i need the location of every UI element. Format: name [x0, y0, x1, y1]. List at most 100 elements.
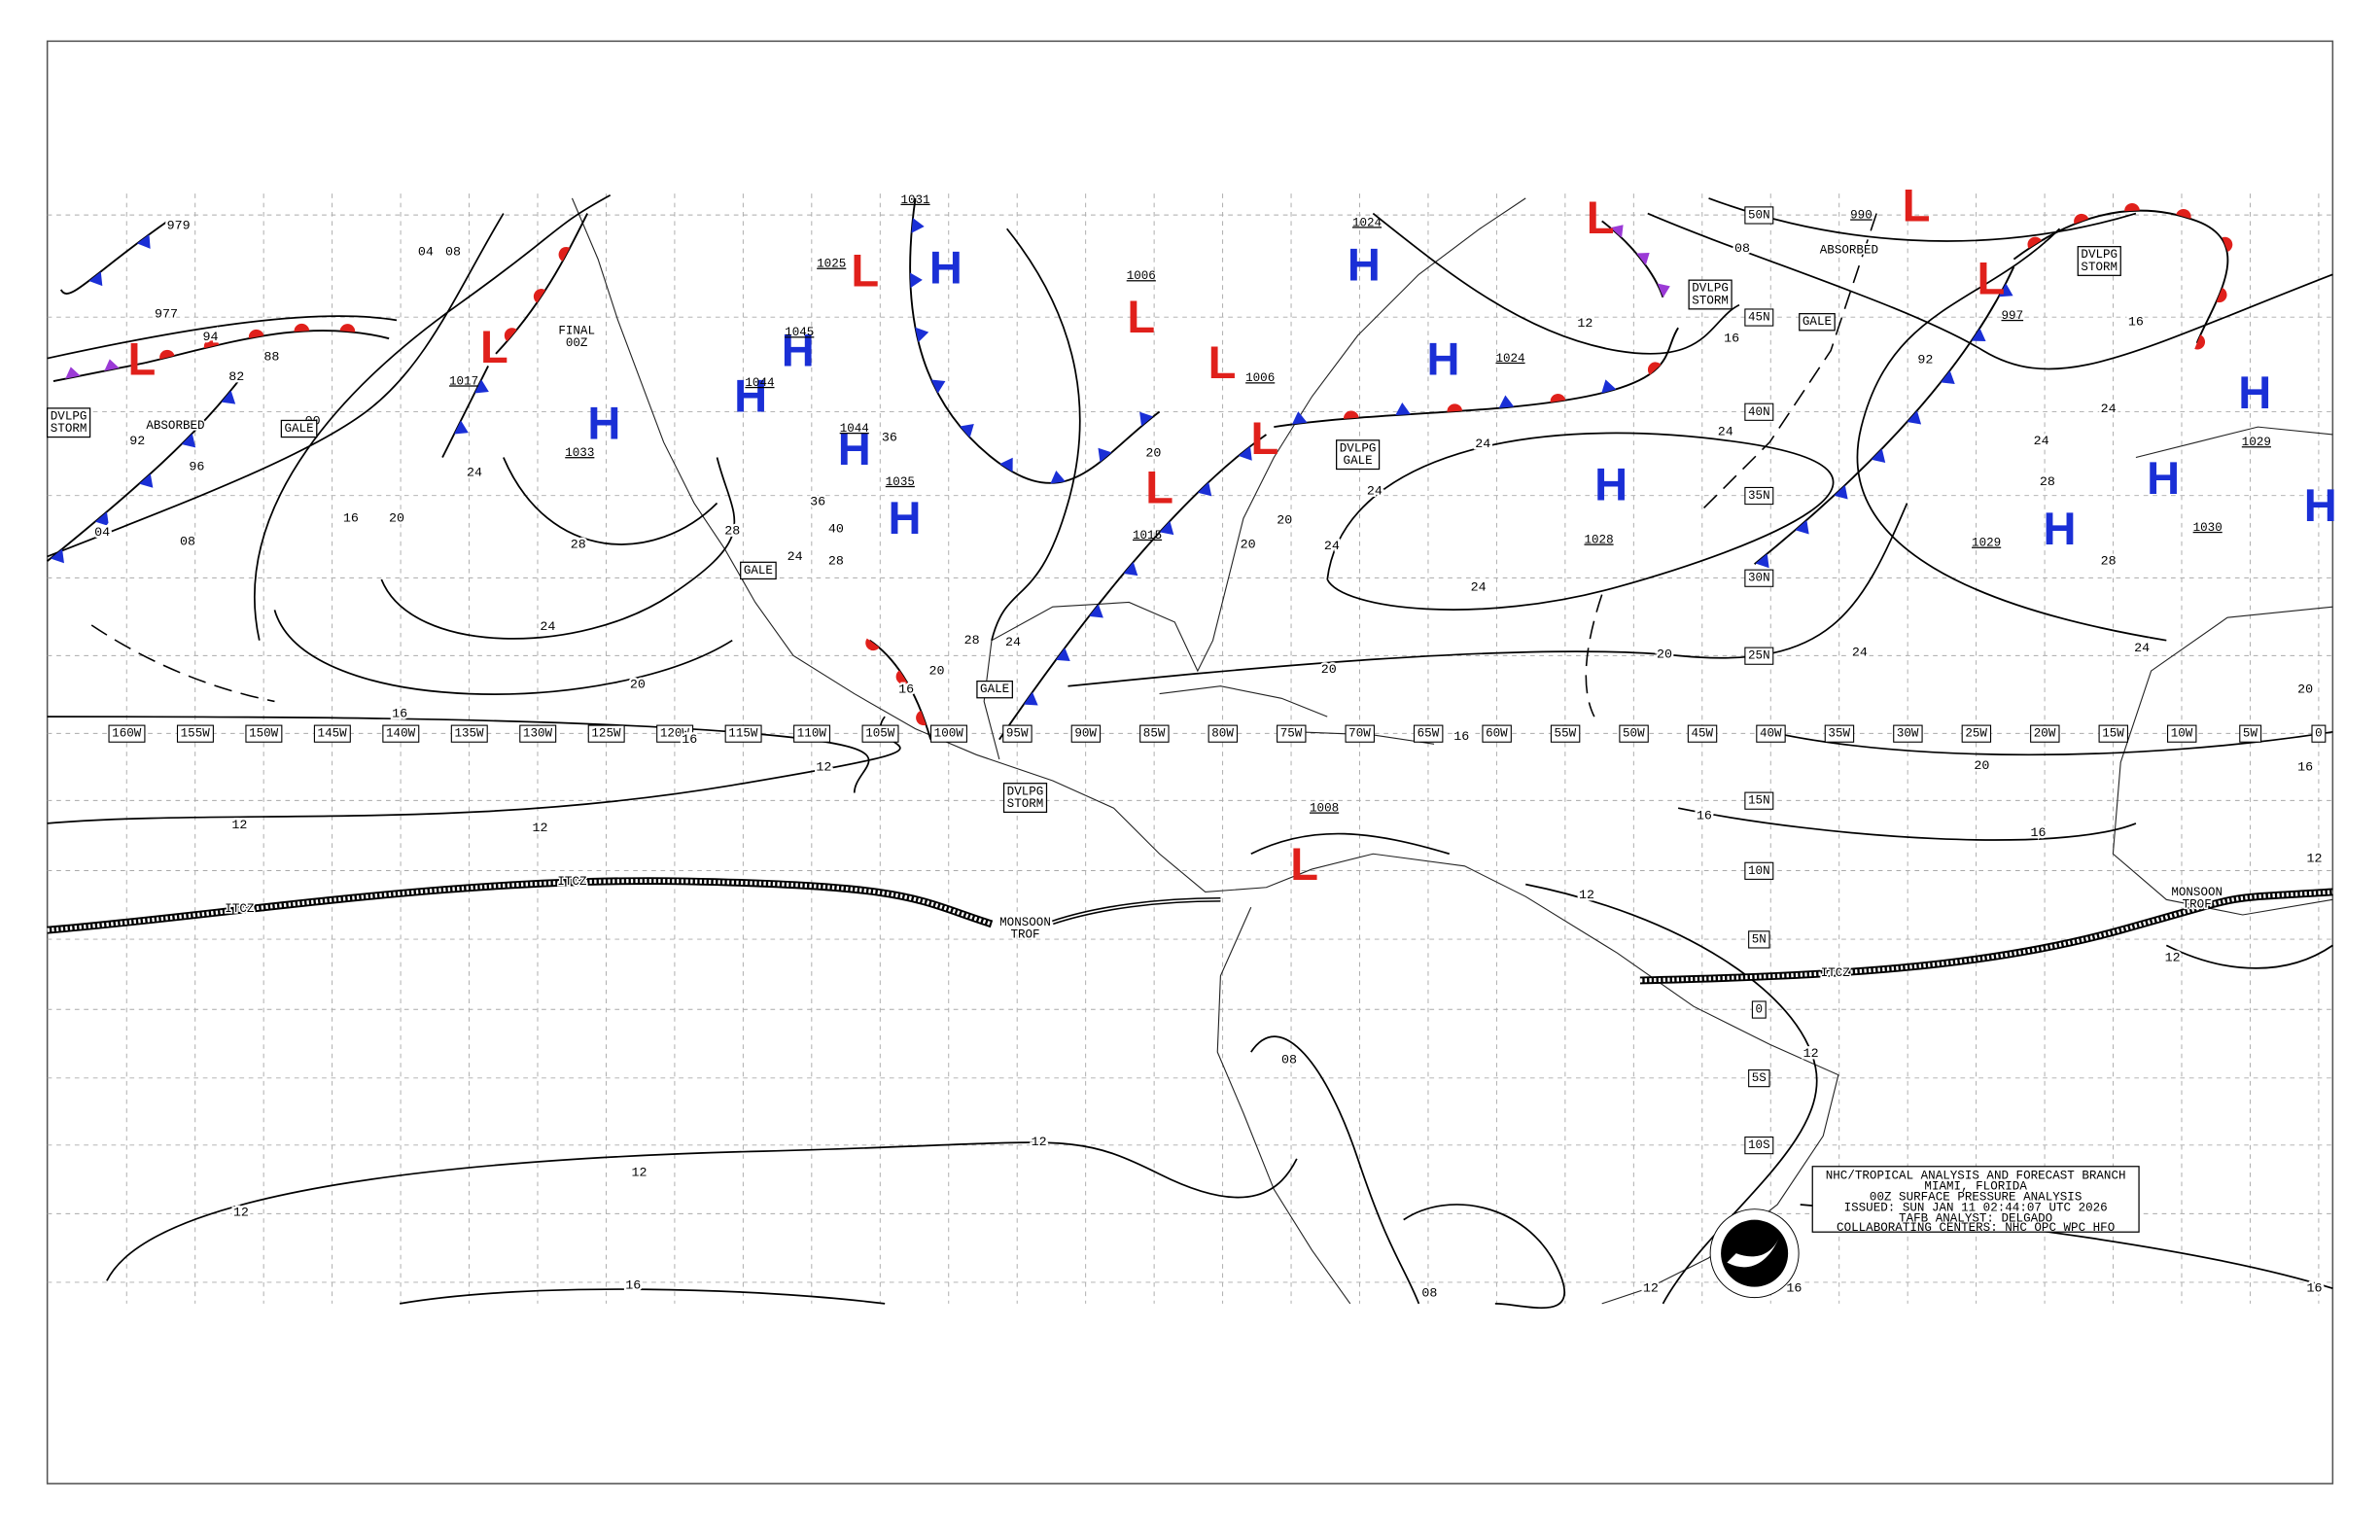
- label-box: [280, 419, 318, 438]
- longitude-label: 115W: [728, 727, 758, 741]
- isobar: [1326, 432, 1835, 611]
- frame: [46, 40, 2334, 1485]
- warm-front-pip: [2074, 213, 2089, 225]
- label-box: [1824, 724, 1855, 743]
- longitude-label: 150W: [249, 727, 279, 741]
- isobar-label: 24: [1367, 485, 1382, 500]
- cold-front-pip: [94, 511, 110, 527]
- label-box: [2167, 724, 2197, 743]
- pressure-center: L: [1251, 412, 1279, 464]
- central-pressure: 1030: [2193, 521, 2222, 535]
- isobars: [47, 193, 2333, 1310]
- info-line: 00Z SURFACE PRESSURE ANALYSIS: [1870, 1190, 2082, 1204]
- isobar: [47, 213, 505, 558]
- isobar-label: 24: [788, 550, 803, 565]
- pressure-center: L: [480, 321, 508, 372]
- feature-label-line: ITCZ: [557, 875, 587, 889]
- occluded-pip: [1610, 225, 1624, 238]
- warm-front-pip: [248, 329, 264, 339]
- longitude-label: 55W: [1555, 727, 1577, 741]
- isobar: [380, 457, 736, 640]
- isobar-label: 16: [343, 512, 359, 527]
- isobar-label: 12: [1643, 1282, 1659, 1297]
- label-box: [1744, 308, 1774, 327]
- label-box: [1002, 783, 1048, 814]
- longitude-label: 90W: [1074, 727, 1097, 741]
- cold-front-pip: [1159, 520, 1174, 536]
- latitude-label: 15N: [1748, 794, 1770, 808]
- label-box: [1687, 724, 1718, 743]
- longitude-label: 5W: [2243, 727, 2258, 741]
- pressure-center: H: [2304, 479, 2337, 531]
- isobar: [1372, 212, 1740, 355]
- isobar-label: 28: [724, 524, 740, 539]
- cold-front-pip: [1795, 519, 1809, 535]
- longitude-label: 130W: [523, 727, 553, 741]
- isobar-label: 24: [467, 467, 482, 481]
- pressure-center: H: [1426, 333, 1459, 385]
- central-pressure: 1017: [449, 374, 478, 388]
- label-box: [1744, 206, 1774, 225]
- central-pressure: 1024: [1352, 216, 1382, 229]
- isobar-label: 16: [392, 707, 407, 721]
- latitude-label: 50N: [1748, 208, 1770, 222]
- feature-label-line: DVLPG: [2081, 248, 2118, 262]
- isobar-label: 979: [167, 220, 191, 234]
- warm-front-pip: [2176, 209, 2191, 220]
- pressure-center: L: [1127, 291, 1155, 342]
- isobar-label: 20: [1145, 446, 1161, 461]
- cold-front-pip: [1197, 481, 1212, 497]
- isobar-label: 36: [810, 495, 825, 509]
- isobar-label: 12: [231, 819, 247, 833]
- cold-front-pip: [474, 379, 489, 394]
- pressure-center: H: [734, 369, 767, 421]
- label-box: [1208, 724, 1239, 743]
- feature-label-line: ABSORBED: [146, 419, 204, 433]
- coastline: [2135, 426, 2333, 459]
- label-box: [724, 724, 762, 743]
- isobar-label: 16: [2297, 760, 2313, 775]
- feature-label-line: STORM: [1692, 294, 1729, 307]
- cold-front-pip: [50, 548, 64, 564]
- feature-label-line: DVLPG: [51, 409, 88, 423]
- isobar: [1250, 832, 1565, 1310]
- front-line: [1601, 220, 1664, 298]
- isobar-label: 28: [2040, 475, 2055, 490]
- isobar: [47, 315, 398, 360]
- label-box: [2030, 724, 2060, 743]
- latitude-label: 5S: [1752, 1071, 1767, 1085]
- isobar-label: 16: [2307, 1282, 2323, 1297]
- label-box: [2098, 724, 2128, 743]
- longitude-label: 155W: [181, 727, 211, 741]
- isobar-label: 24: [2101, 402, 2117, 417]
- isobar-label: 16: [898, 682, 914, 697]
- isobar-label: 16: [625, 1279, 641, 1294]
- label-box: [1688, 279, 1732, 310]
- itcz: [47, 877, 2333, 985]
- coastlines: [571, 197, 2333, 1305]
- isobar-label: 977: [155, 308, 178, 323]
- central-pressure: 1008: [1310, 802, 1339, 816]
- isobar-label: 16: [1697, 810, 1712, 824]
- label-box: [176, 724, 214, 743]
- pressure-center: H: [782, 324, 815, 375]
- cold-front-pip: [1971, 328, 1986, 342]
- central-pressure: 1035: [886, 475, 915, 489]
- pressure-center: L: [851, 245, 879, 297]
- isobar-label: 20: [1277, 513, 1292, 528]
- feature-label-line: STORM: [51, 422, 88, 436]
- isobar-label: 16: [1786, 1282, 1802, 1297]
- warm-front-pip: [1447, 403, 1463, 412]
- warm-front-pip: [1550, 394, 1566, 403]
- label-box: [1748, 930, 1770, 949]
- isobar-label: 12: [1032, 1136, 1047, 1150]
- isobar-label: 12: [1803, 1047, 1819, 1062]
- pressure-center: H: [587, 398, 620, 449]
- pressure-center: H: [889, 492, 922, 543]
- longitude-label: 50W: [1623, 727, 1645, 741]
- isobar: [1250, 1035, 1420, 1305]
